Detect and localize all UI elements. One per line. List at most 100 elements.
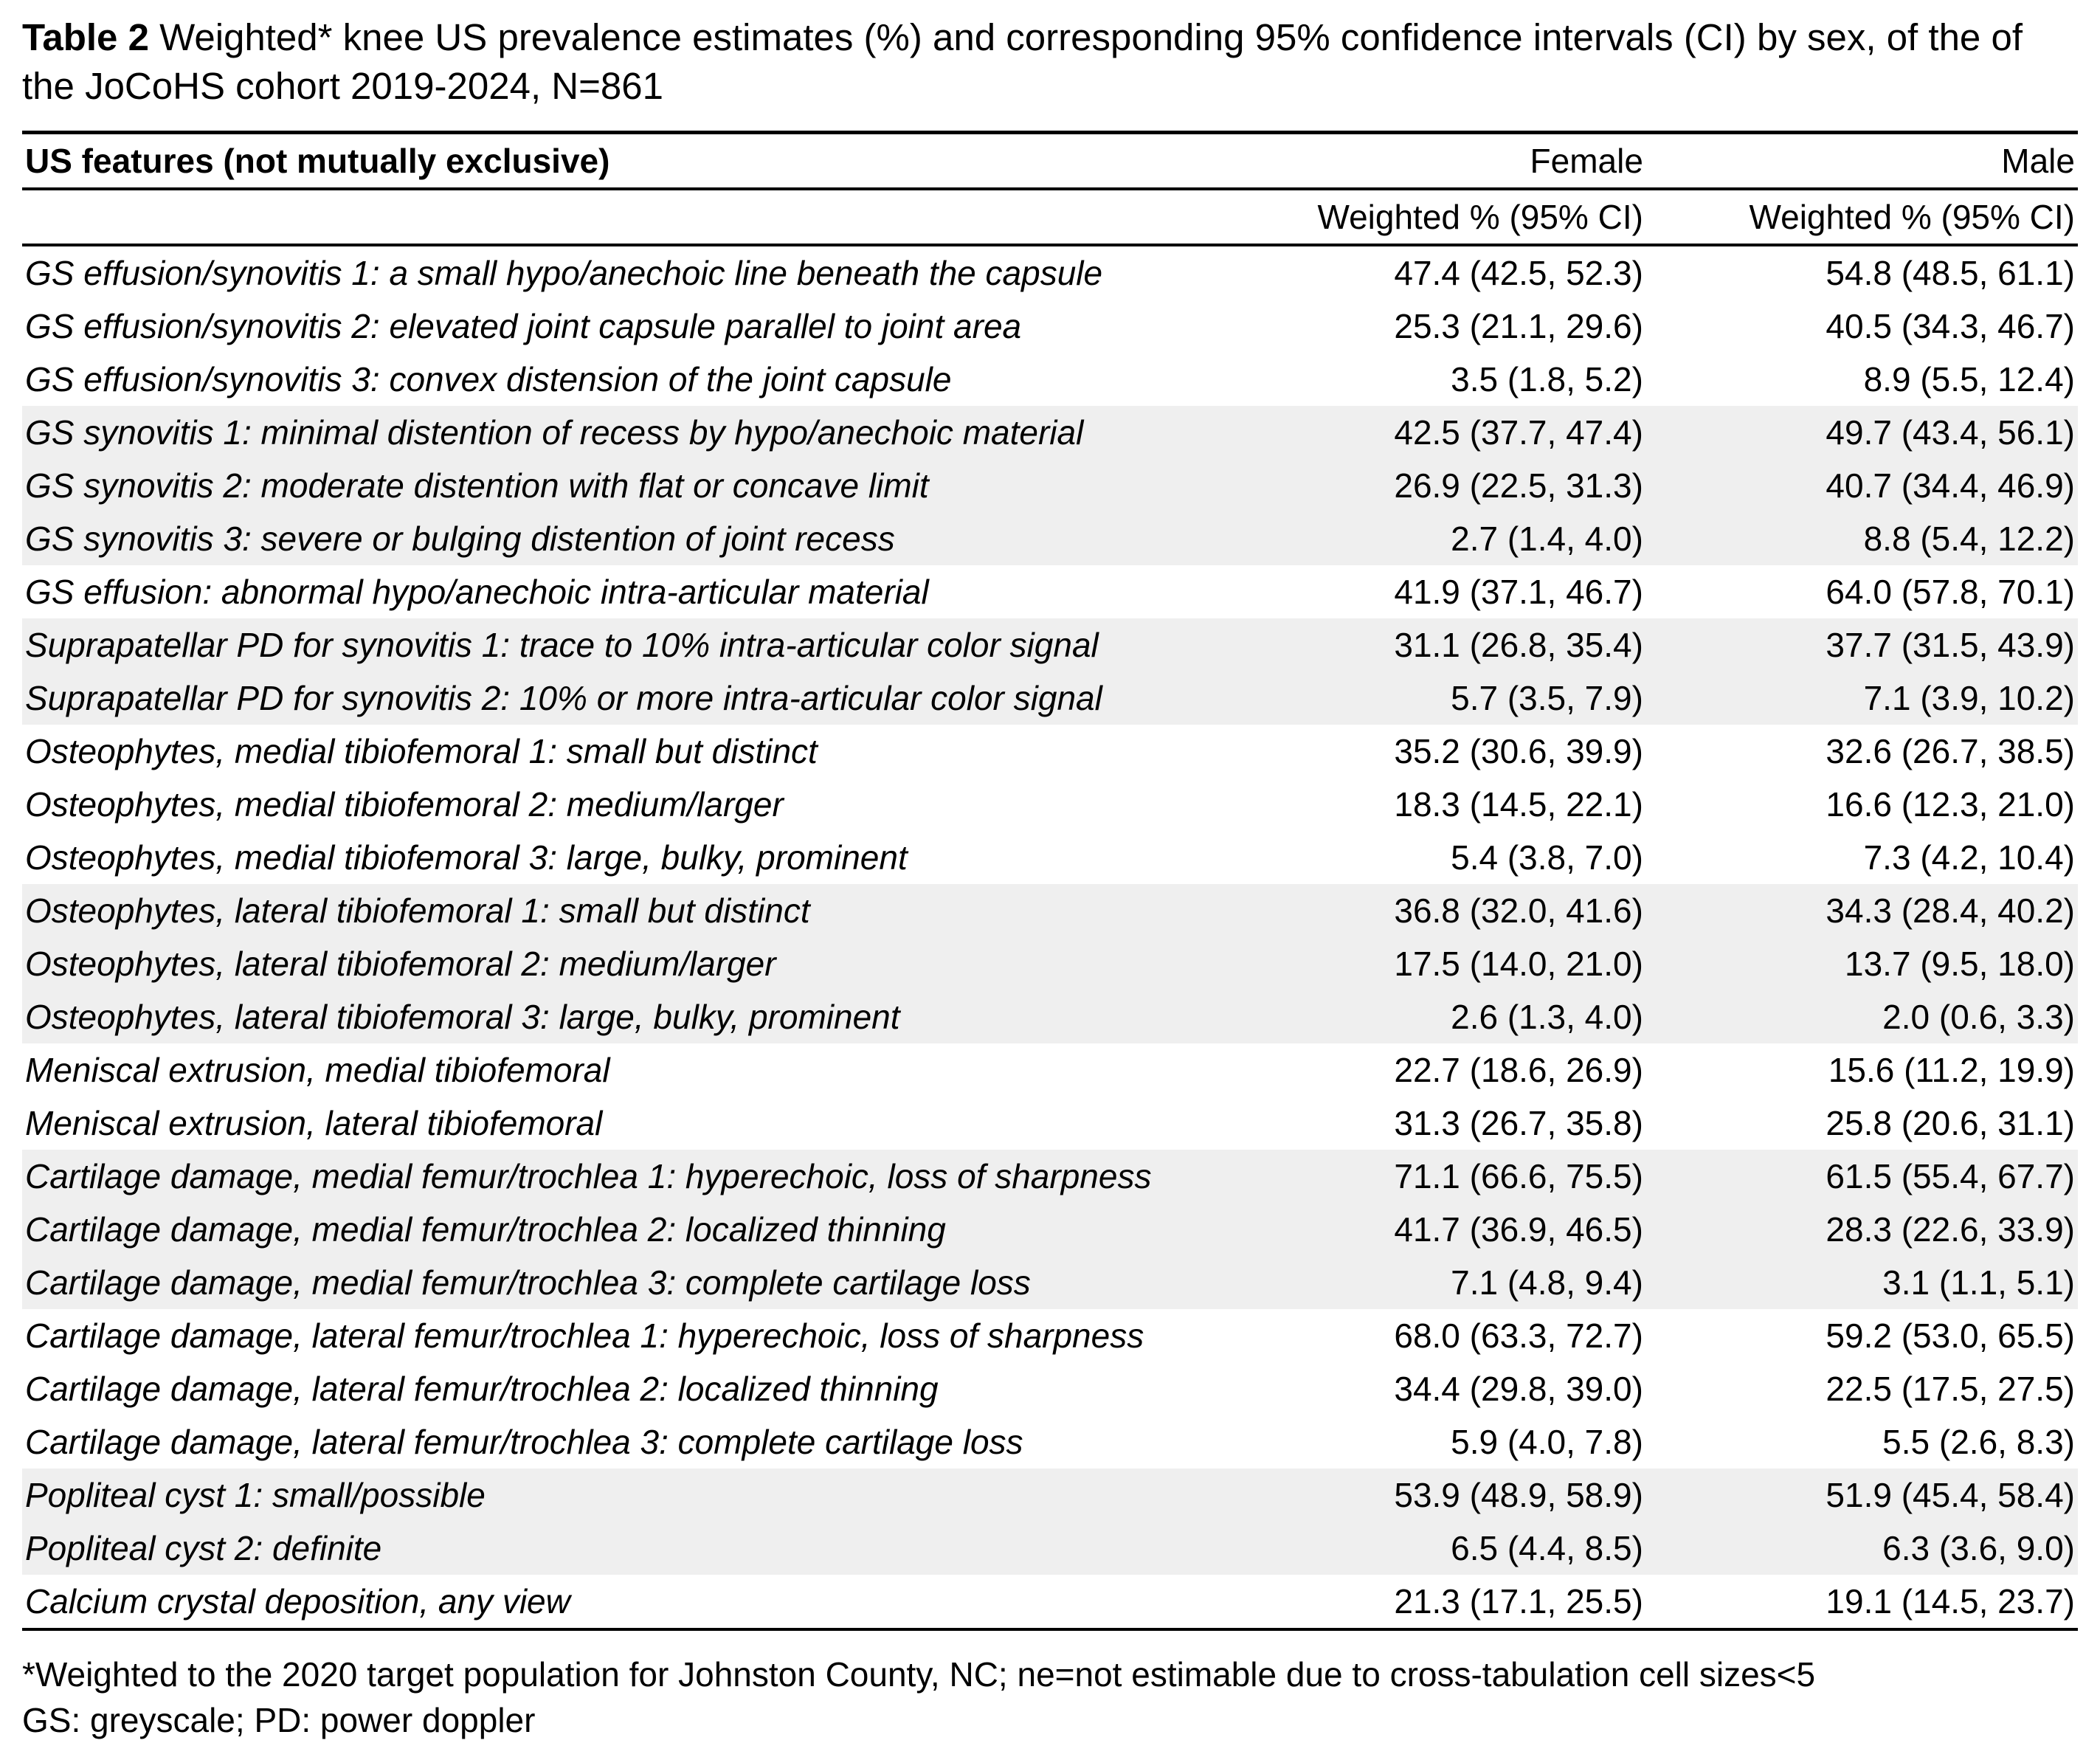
column-subheader-female-weighted: Weighted % (95% CI) (1214, 188, 1646, 246)
table-row: Popliteal cyst 2: definite 6.5 (4.4, 8.5)… (22, 1521, 2078, 1575)
male-value-cell: 32.6 (26.7, 38.5) (1826, 731, 2075, 770)
female-value-cell: 25.3 (21.1, 29.6) (1394, 306, 1643, 345)
feature-cell: GS effusion/synovitis 2: elevated joint … (25, 306, 1022, 345)
female-value-cell: 3.5 (1.8, 5.2) (1451, 359, 1643, 398)
male-value-cell: 54.8 (48.5, 61.1) (1826, 253, 2075, 292)
feature-cell: GS synovitis 2: moderate distention with… (25, 466, 929, 505)
table-row: Cartilage damage, medial femur/trochlea … (22, 1149, 2078, 1203)
table-row: Meniscal extrusion, lateral tibiofemoral… (22, 1097, 2078, 1150)
female-value-cell: 26.9 (22.5, 31.3) (1394, 466, 1643, 505)
feature-cell: Osteophytes, medial tibiofemoral 1: smal… (25, 731, 818, 770)
male-value-cell: 34.3 (28.4, 40.2) (1826, 891, 2075, 930)
male-value-cell: 2.0 (0.6, 3.3) (1882, 997, 2075, 1036)
table-header-row-subheaders: Weighted % (95% CI) Weighted % (95% CI) (22, 188, 2078, 246)
feature-cell: Cartilage damage, lateral femur/trochlea… (25, 1369, 939, 1408)
table-row: GS synovitis 3: severe or bulging disten… (22, 511, 2078, 565)
feature-cell: GS effusion: abnormal hypo/anechoic intr… (25, 572, 929, 611)
female-value-cell: 5.4 (3.8, 7.0) (1451, 838, 1643, 877)
table-row: Cartilage damage, lateral femur/trochlea… (22, 1415, 2078, 1468)
feature-cell: Meniscal extrusion, medial tibiofemoral (25, 1050, 610, 1089)
table-row: Cartilage damage, medial femur/trochlea … (22, 1202, 2078, 1256)
table-title-label: Table 2 (22, 16, 149, 58)
female-value-cell: 21.3 (17.1, 25.5) (1214, 1574, 1646, 1631)
feature-cell: Osteophytes, lateral tibiofemoral 3: lar… (25, 997, 900, 1036)
table-row: Osteophytes, medial tibiofemoral 2: medi… (22, 778, 2078, 831)
table-row: GS effusion: abnormal hypo/anechoic intr… (22, 565, 2078, 618)
male-value-cell: 7.1 (3.9, 10.2) (1863, 678, 2075, 717)
feature-cell: Osteophytes, lateral tibiofemoral 1: sma… (25, 891, 810, 930)
feature-cell: Cartilage damage, medial femur/trochlea … (25, 1156, 1152, 1195)
table-row: GS effusion/synovitis 2: elevated joint … (22, 300, 2078, 353)
male-value-cell: 40.7 (34.4, 46.9) (1826, 466, 2075, 505)
table-row: Meniscal extrusion, medial tibiofemoral 2… (22, 1043, 2078, 1097)
female-value-cell: 41.7 (36.9, 46.5) (1394, 1209, 1643, 1249)
feature-cell: Suprapatellar PD for synovitis 1: trace … (25, 625, 1099, 664)
table-row: Cartilage damage, lateral femur/trochlea… (22, 1362, 2078, 1415)
table-row: Calcium crystal deposition, any view 21.3… (22, 1574, 2078, 1631)
feature-cell: Osteophytes, medial tibiofemoral 2: medi… (25, 784, 784, 824)
female-value-cell: 18.3 (14.5, 22.1) (1394, 784, 1643, 824)
male-value-cell: 37.7 (31.5, 43.9) (1826, 625, 2075, 664)
feature-cell: Meniscal extrusion, lateral tibiofemoral (25, 1103, 603, 1142)
male-value-cell: 19.1 (14.5, 23.7) (1645, 1574, 2078, 1631)
footnotes: *Weighted to the 2020 target population … (22, 1651, 2078, 1743)
table-row: GS effusion/synovitis 1: a small hypo/an… (22, 245, 2078, 300)
female-value-cell: 36.8 (32.0, 41.6) (1394, 891, 1643, 930)
feature-cell: Popliteal cyst 2: definite (25, 1528, 382, 1567)
male-value-cell: 13.7 (9.5, 18.0) (1845, 944, 2075, 983)
table-row: Osteophytes, medial tibiofemoral 1: smal… (22, 725, 2078, 778)
male-value-cell: 25.8 (20.6, 31.1) (1826, 1103, 2075, 1142)
male-value-cell: 28.3 (22.6, 33.9) (1826, 1209, 2075, 1249)
female-value-cell: 71.1 (66.6, 75.5) (1394, 1156, 1643, 1195)
female-value-cell: 35.2 (30.6, 39.9) (1394, 731, 1643, 770)
feature-cell: Calcium crystal deposition, any view (22, 1574, 1215, 1631)
feature-cell: GS effusion/synovitis 1: a small hypo/an… (25, 253, 1103, 292)
female-value-cell: 5.7 (3.5, 7.9) (1451, 678, 1643, 717)
column-header-features: US features (not mutually exclusive) (22, 130, 1215, 190)
male-value-cell: 3.1 (1.1, 5.1) (1882, 1263, 2075, 1302)
male-value-cell: 6.3 (3.6, 9.0) (1882, 1528, 2075, 1567)
male-value-cell: 59.2 (53.0, 65.5) (1826, 1316, 2075, 1355)
feature-cell: Cartilage damage, medial femur/trochlea … (25, 1263, 1031, 1302)
male-value-cell: 40.5 (34.3, 46.7) (1826, 306, 2075, 345)
table-row: Osteophytes, lateral tibiofemoral 3: lar… (22, 990, 2078, 1043)
female-value-cell: 53.9 (48.9, 58.9) (1394, 1475, 1643, 1514)
male-value-cell: 8.8 (5.4, 12.2) (1863, 519, 2075, 558)
female-value-cell: 2.7 (1.4, 4.0) (1451, 519, 1643, 558)
female-value-cell: 5.9 (4.0, 7.8) (1451, 1422, 1643, 1461)
feature-cell: Popliteal cyst 1: small/possible (25, 1475, 486, 1514)
column-subheader-empty (22, 188, 1215, 246)
feature-cell: Osteophytes, medial tibiofemoral 3: larg… (25, 838, 908, 877)
table-row: Suprapatellar PD for synovitis 1: trace … (22, 618, 2078, 672)
feature-cell: GS effusion/synovitis 3: convex distensi… (25, 359, 952, 398)
table-header-row-groups: US features (not mutually exclusive) Fem… (22, 130, 2078, 190)
male-value-cell: 8.9 (5.5, 12.4) (1863, 359, 2075, 398)
table-row: GS synovitis 2: moderate distention with… (22, 458, 2078, 512)
footnote-weighting: *Weighted to the 2020 target population … (22, 1654, 1816, 1694)
feature-cell: Cartilage damage, lateral femur/trochlea… (25, 1316, 1144, 1355)
male-value-cell: 22.5 (17.5, 27.5) (1826, 1369, 2075, 1408)
female-value-cell: 17.5 (14.0, 21.0) (1394, 944, 1643, 983)
table-row: Suprapatellar PD for synovitis 2: 10% or… (22, 671, 2078, 725)
footnote-abbreviations: GS: greyscale; PD: power doppler (22, 1700, 536, 1739)
table-title: Table 2 Weighted* knee US prevalence est… (22, 13, 2078, 111)
male-value-cell: 5.5 (2.6, 8.3) (1882, 1422, 2075, 1461)
female-value-cell: 31.1 (26.8, 35.4) (1394, 625, 1643, 664)
female-value-cell: 6.5 (4.4, 8.5) (1451, 1528, 1643, 1567)
male-value-cell: 64.0 (57.8, 70.1) (1826, 572, 2075, 611)
female-value-cell: 42.5 (37.7, 47.4) (1394, 413, 1643, 452)
male-value-cell: 16.6 (12.3, 21.0) (1826, 784, 2075, 824)
female-value-cell: 31.3 (26.7, 35.8) (1394, 1103, 1643, 1142)
male-value-cell: 61.5 (55.4, 67.7) (1826, 1156, 2075, 1195)
column-subheader-male-weighted: Weighted % (95% CI) (1645, 188, 2078, 246)
feature-cell: Osteophytes, lateral tibiofemoral 2: med… (25, 944, 776, 983)
female-value-cell: 68.0 (63.3, 72.7) (1394, 1316, 1643, 1355)
table-title-text: Weighted* knee US prevalence estimates (… (22, 16, 2023, 108)
prevalence-table: US features (not mutually exclusive) Fem… (22, 130, 2078, 1631)
table-row: Cartilage damage, lateral femur/trochlea… (22, 1309, 2078, 1362)
table-row: Popliteal cyst 1: small/possible 53.9 (48… (22, 1468, 2078, 1522)
table-row: Osteophytes, lateral tibiofemoral 1: sma… (22, 883, 2078, 937)
male-value-cell: 7.3 (4.2, 10.4) (1863, 838, 2075, 877)
male-value-cell: 15.6 (11.2, 19.9) (1828, 1050, 2075, 1089)
